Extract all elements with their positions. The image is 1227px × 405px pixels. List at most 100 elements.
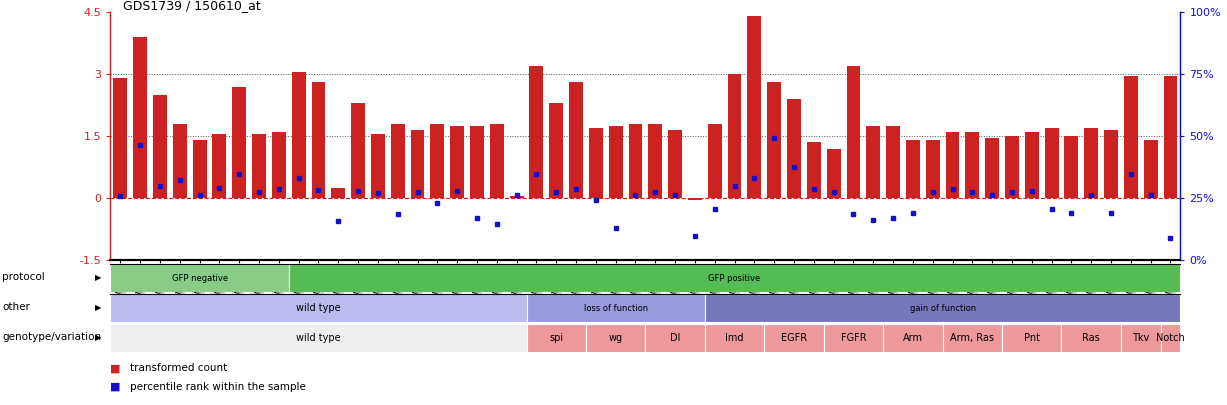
Bar bbox=[946, 132, 960, 198]
Text: percentile rank within the sample: percentile rank within the sample bbox=[130, 382, 306, 392]
Bar bbox=[906, 141, 920, 198]
Bar bbox=[764, 324, 823, 352]
Bar bbox=[1121, 324, 1161, 352]
Text: ▶: ▶ bbox=[94, 333, 102, 342]
Bar bbox=[628, 124, 643, 198]
Bar bbox=[966, 132, 979, 198]
Bar bbox=[212, 134, 226, 198]
Text: ▶: ▶ bbox=[94, 273, 102, 282]
Text: Ras: Ras bbox=[1082, 333, 1101, 343]
Bar bbox=[1002, 324, 1061, 352]
Bar bbox=[704, 294, 1180, 322]
Text: ■: ■ bbox=[110, 382, 121, 392]
Bar bbox=[942, 324, 1002, 352]
Bar bbox=[252, 134, 266, 198]
Bar bbox=[173, 124, 187, 198]
Text: genotype/variation: genotype/variation bbox=[2, 333, 102, 342]
Bar bbox=[1161, 324, 1180, 352]
Bar bbox=[1144, 141, 1157, 198]
Bar bbox=[747, 16, 761, 198]
Bar bbox=[431, 124, 444, 198]
Bar bbox=[866, 126, 880, 198]
Bar bbox=[883, 324, 942, 352]
Bar bbox=[371, 134, 385, 198]
Bar bbox=[589, 128, 602, 198]
Bar bbox=[509, 196, 524, 198]
Text: wg: wg bbox=[609, 333, 623, 343]
Text: gain of function: gain of function bbox=[909, 303, 975, 313]
Bar bbox=[113, 78, 128, 198]
Bar bbox=[1104, 130, 1118, 198]
Text: other: other bbox=[2, 303, 31, 312]
Bar bbox=[153, 95, 167, 198]
Bar bbox=[688, 198, 702, 200]
Bar bbox=[787, 99, 801, 198]
Text: Arm: Arm bbox=[903, 333, 923, 343]
Text: Imd: Imd bbox=[725, 333, 744, 343]
Text: Tkv: Tkv bbox=[1133, 333, 1150, 343]
Bar bbox=[526, 294, 704, 322]
Bar bbox=[1061, 324, 1121, 352]
Bar bbox=[704, 324, 764, 352]
Bar bbox=[110, 264, 288, 292]
Bar bbox=[985, 139, 999, 198]
Text: ■: ■ bbox=[110, 363, 121, 373]
Bar bbox=[1025, 132, 1039, 198]
Bar bbox=[1124, 76, 1137, 198]
Bar bbox=[272, 132, 286, 198]
Bar bbox=[288, 264, 1180, 292]
Text: protocol: protocol bbox=[2, 273, 45, 282]
Bar bbox=[609, 126, 622, 198]
Bar bbox=[827, 149, 840, 198]
Text: spi: spi bbox=[550, 333, 563, 343]
Bar bbox=[645, 324, 704, 352]
Bar bbox=[526, 324, 587, 352]
Bar bbox=[1065, 136, 1079, 198]
Text: Arm, Ras: Arm, Ras bbox=[951, 333, 994, 343]
Bar bbox=[351, 103, 366, 198]
Bar bbox=[847, 66, 860, 198]
Text: GDS1739 / 150610_at: GDS1739 / 150610_at bbox=[123, 0, 260, 12]
Bar bbox=[390, 124, 405, 198]
Bar bbox=[1085, 128, 1098, 198]
Bar bbox=[411, 130, 425, 198]
Bar bbox=[1005, 136, 1018, 198]
Text: wild type: wild type bbox=[296, 333, 341, 343]
Bar bbox=[925, 141, 940, 198]
Bar bbox=[490, 124, 504, 198]
Text: Pnt: Pnt bbox=[1023, 333, 1039, 343]
Text: Notch: Notch bbox=[1156, 333, 1185, 343]
Bar bbox=[470, 126, 483, 198]
Bar bbox=[312, 83, 325, 198]
Bar bbox=[669, 130, 682, 198]
Bar bbox=[550, 103, 563, 198]
Bar bbox=[450, 126, 464, 198]
Text: Dl: Dl bbox=[670, 333, 680, 343]
Bar bbox=[232, 87, 247, 198]
Bar bbox=[767, 83, 782, 198]
Bar bbox=[134, 37, 147, 198]
Bar bbox=[728, 74, 741, 198]
Text: transformed count: transformed count bbox=[130, 363, 227, 373]
Bar bbox=[807, 143, 821, 198]
Text: FGFR: FGFR bbox=[840, 333, 866, 343]
Bar bbox=[110, 294, 526, 322]
Text: wild type: wild type bbox=[296, 303, 341, 313]
Bar bbox=[292, 72, 306, 198]
Bar bbox=[648, 124, 663, 198]
Bar bbox=[587, 324, 645, 352]
Bar bbox=[1044, 128, 1059, 198]
Bar bbox=[708, 124, 721, 198]
Text: GFP positive: GFP positive bbox=[708, 273, 761, 283]
Text: loss of function: loss of function bbox=[584, 303, 648, 313]
Bar bbox=[331, 188, 345, 198]
Bar bbox=[110, 324, 526, 352]
Bar bbox=[530, 66, 544, 198]
Text: ▶: ▶ bbox=[94, 303, 102, 312]
Bar bbox=[569, 83, 583, 198]
Bar bbox=[886, 126, 901, 198]
Bar bbox=[1163, 76, 1178, 198]
Text: GFP negative: GFP negative bbox=[172, 273, 228, 283]
Bar bbox=[193, 141, 206, 198]
Text: EGFR: EGFR bbox=[780, 333, 807, 343]
